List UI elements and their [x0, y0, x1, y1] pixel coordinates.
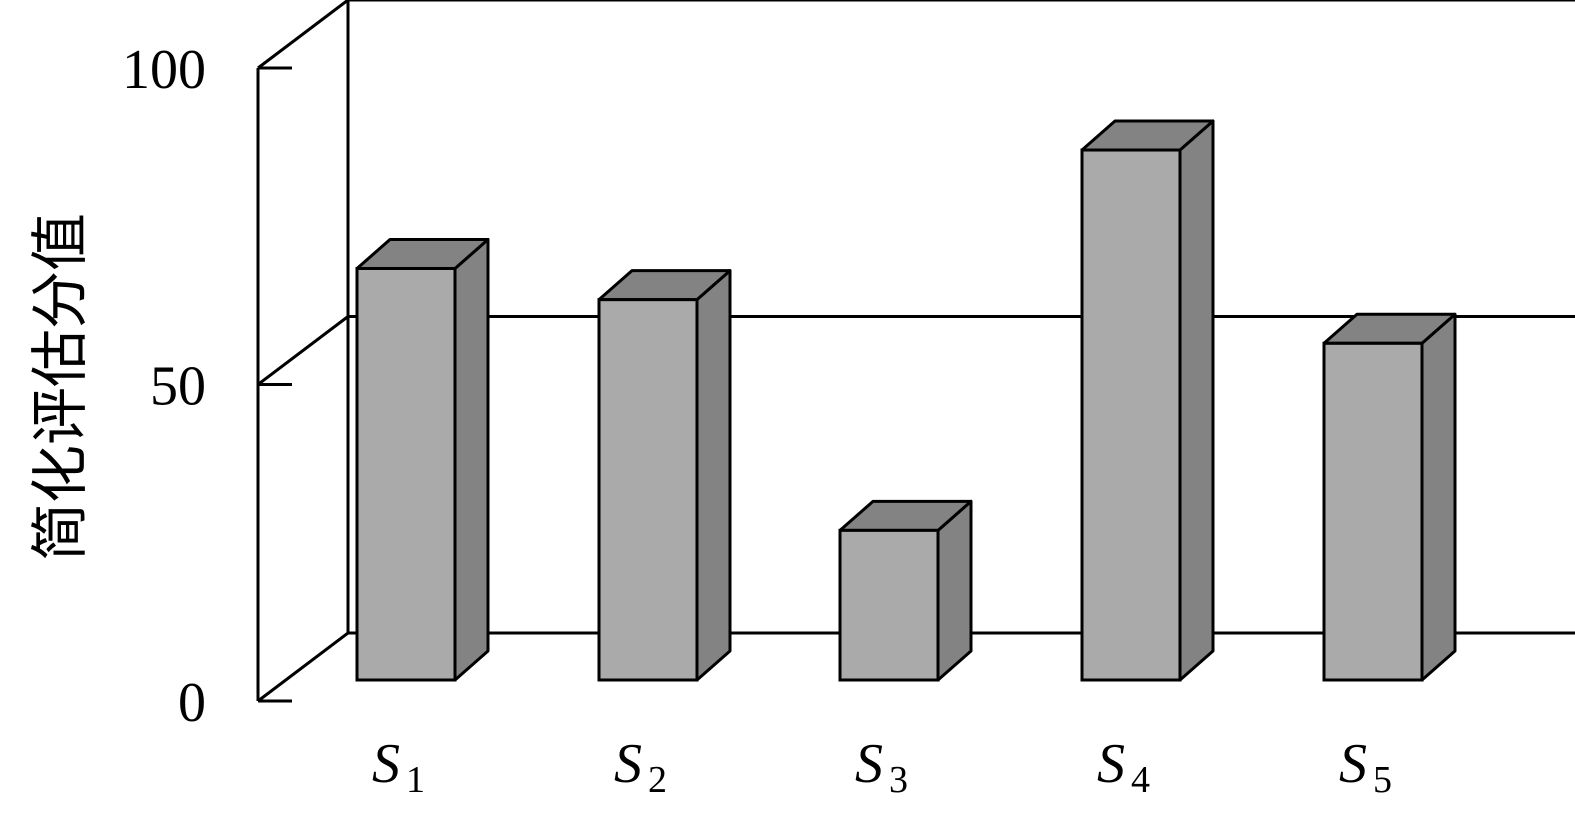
y-ticks: 0 50 100 [122, 39, 292, 734]
bar-s4 [1080, 119, 1215, 682]
y-tick-label: 0 [178, 672, 206, 734]
bar-side-face [1178, 119, 1215, 682]
bar-front-face [1322, 341, 1424, 682]
bars [355, 119, 1457, 682]
bar-s2 [597, 269, 732, 682]
grid-diagonal [257, 0, 349, 70]
bar-front-face [355, 266, 457, 682]
bar-side-face [453, 237, 490, 682]
bar-s5 [1322, 312, 1457, 682]
bar-front-face [1080, 148, 1182, 682]
bar-s1 [355, 237, 490, 682]
bar-side-face [695, 269, 732, 682]
y-tick-label: 50 [150, 356, 206, 418]
bar-front-face [597, 298, 699, 682]
bar-side-face [936, 499, 973, 682]
bar-front-face [838, 528, 940, 682]
grid-diagonal [257, 315, 349, 386]
grid-diagonal [257, 631, 349, 703]
y-tick-label: 100 [122, 39, 206, 101]
y-axis-label: 简化评估分值 [26, 213, 94, 561]
bar-s3 [838, 499, 973, 682]
bar-side-face [1420, 312, 1457, 682]
